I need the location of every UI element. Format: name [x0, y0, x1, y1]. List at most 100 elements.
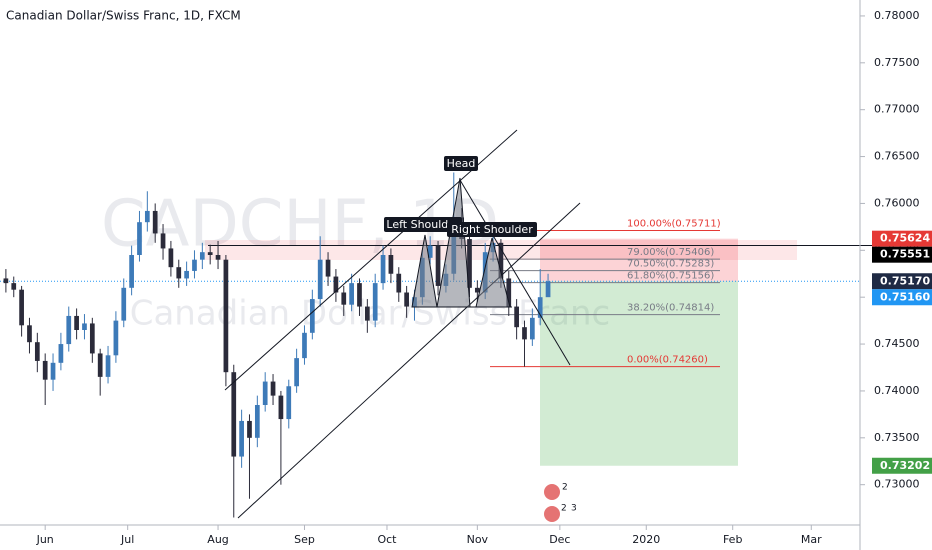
candle-body: [97, 353, 103, 377]
event-label: 3: [571, 504, 577, 514]
price-label-box: [872, 457, 932, 474]
candle-body: [129, 255, 134, 288]
price-label: 0.75624: [880, 232, 930, 245]
candle-body: [286, 386, 292, 420]
candle-body: [522, 327, 527, 340]
channel-upper: [224, 129, 518, 391]
candle-body: [184, 270, 189, 279]
candle-body: [231, 372, 237, 457]
target-zone: [540, 281, 738, 466]
price-label-box: [872, 289, 932, 306]
candle-body: [396, 273, 402, 293]
candle-body: [514, 306, 519, 328]
y-tick-label: 0.77000: [874, 103, 920, 116]
y-tick-label: 0.76500: [874, 150, 920, 163]
price-label-box: [872, 230, 932, 247]
event-icon: [544, 484, 560, 500]
candle-body: [302, 332, 307, 359]
x-tick-label: Feb: [723, 533, 742, 546]
y-tick-label: 0.74000: [874, 384, 920, 397]
trend-line: [459, 179, 571, 366]
chart-title: Canadian Dollar/Swiss Franc, 1D, FXCM: [6, 9, 241, 23]
channel-lower: [237, 202, 581, 519]
candle-body: [137, 222, 142, 255]
head: [436, 177, 471, 308]
candle-body: [82, 323, 87, 330]
pattern-label: Left Shoulder: [386, 218, 460, 231]
right-shoulder: [475, 237, 511, 308]
candle-body: [121, 287, 127, 321]
candle-body: [498, 242, 504, 279]
candle-body: [325, 259, 331, 277]
price-label: 0.75170: [880, 274, 930, 287]
candle-body: [247, 420, 252, 438]
x-tick-label: Jun: [36, 533, 54, 546]
x-tick-label: 2020: [632, 533, 660, 546]
candle-body: [262, 381, 268, 405]
candle-body: [427, 245, 433, 258]
candle-body: [333, 276, 339, 293]
candle-body: [388, 255, 394, 274]
candle-body: [294, 358, 299, 387]
candle-body: [215, 255, 221, 260]
fib-label: 0.00%(0.74260): [627, 355, 708, 366]
candle-body: [372, 283, 378, 321]
candle-body: [364, 306, 370, 321]
candle-body: [199, 252, 205, 260]
candle-body: [278, 395, 284, 420]
price-label-box: [872, 246, 932, 263]
price-label: 0.73202: [880, 459, 930, 472]
candle-body: [467, 239, 472, 288]
candle-body: [27, 325, 32, 343]
candle-body: [105, 355, 111, 377]
candle-body: [19, 289, 24, 326]
fib-label: 70.50%(0.75283): [627, 259, 714, 270]
candle-body: [349, 283, 354, 305]
candle-body: [545, 281, 551, 298]
candle-body: [435, 245, 441, 286]
fib-label: 100.00%(0.75711): [627, 219, 721, 230]
candle-body: [317, 259, 323, 300]
candle-body: [66, 315, 72, 345]
x-tick-label: Nov: [467, 533, 489, 546]
candle-body: [537, 297, 543, 318]
candle-body: [160, 233, 166, 249]
candle-body: [152, 210, 158, 234]
candle-body: [34, 342, 40, 361]
candle-body: [168, 248, 174, 268]
x-tick-label: Mar: [801, 533, 822, 546]
label-box: [444, 156, 478, 171]
candle-body: [144, 210, 150, 223]
fib-label: 38.20%(0.74814): [627, 303, 714, 314]
candle-body: [529, 317, 535, 340]
candle-body: [74, 315, 79, 330]
candle-body: [404, 292, 409, 307]
label-box: [447, 222, 537, 237]
candle-body: [42, 360, 48, 380]
x-tick-label: Jul: [120, 533, 134, 546]
candle-body: [474, 287, 480, 293]
candle-body: [270, 381, 276, 396]
candle-body: [357, 283, 362, 307]
y-tick-label: 0.77500: [874, 56, 920, 69]
candle-body: [341, 292, 347, 305]
candle-body: [380, 255, 386, 284]
candle-body: [89, 323, 95, 354]
left-shoulder: [411, 234, 438, 308]
candle-body: [309, 299, 315, 333]
candle-body: [207, 252, 213, 255]
candle-body: [239, 420, 244, 457]
y-tick-label: 0.74500: [874, 337, 920, 350]
candle-body: [176, 267, 182, 279]
price-label: 0.75551: [880, 248, 930, 261]
event-icon: [544, 506, 560, 522]
label-box: [384, 217, 462, 232]
candle-body: [58, 344, 64, 363]
event-label: 2: [561, 504, 567, 514]
price-label-box: [872, 273, 932, 290]
candle-body: [506, 278, 512, 307]
candle-body: [223, 259, 229, 373]
y-tick-label: 0.76000: [874, 196, 920, 209]
x-tick-label: Aug: [207, 533, 228, 546]
